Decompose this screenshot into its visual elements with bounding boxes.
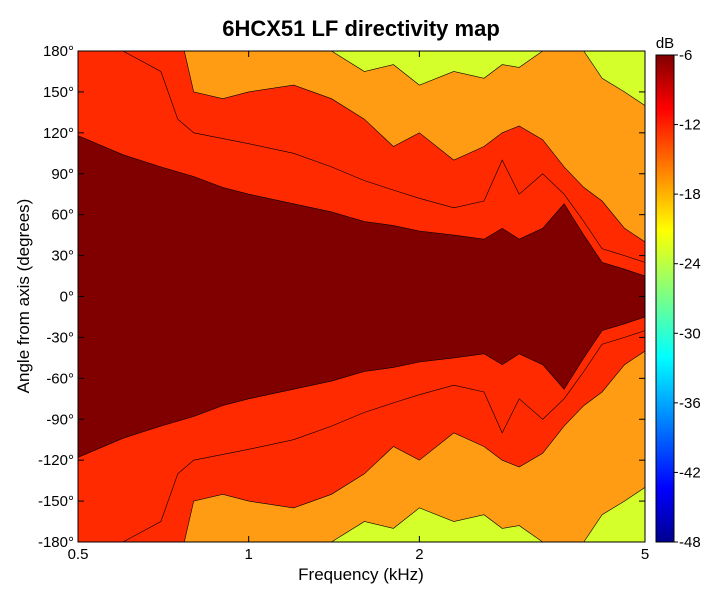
colorbar-tick-label: -18 — [679, 186, 701, 203]
y-tick-label: -90° — [46, 411, 74, 428]
chart-title: 6HCX51 LF directivity map — [222, 16, 500, 41]
y-tick-label: 150° — [43, 84, 74, 101]
region-minus18-to-minus12-upper — [183, 51, 645, 243]
x-tick-label: 2 — [415, 546, 423, 563]
region-minus18-to-minus12-lower — [183, 350, 645, 542]
plot-area — [78, 51, 645, 542]
y-tick-label: -120° — [38, 452, 74, 469]
colorbar-tick-label: -6 — [679, 47, 692, 64]
y-tick-label: -180° — [38, 534, 74, 551]
x-tick-label: 5 — [641, 546, 649, 563]
y-tick-label: 30° — [51, 248, 74, 265]
colorbar: dB -6 -12 -18 -24 -30 -36 -42 -48 — [655, 35, 701, 551]
colorbar-tick-label: -30 — [679, 325, 701, 342]
y-tick-label: -30° — [46, 329, 74, 346]
y-tick-label: 180° — [43, 43, 74, 60]
colorbar-label: dB — [656, 35, 674, 52]
y-axis-label: Angle from axis (degrees) — [14, 199, 33, 394]
colorbar-tick-label: -36 — [679, 395, 701, 412]
y-tick-label: 60° — [51, 207, 74, 224]
colorbar-tick-label: -24 — [679, 256, 701, 273]
y-tick-label: 0° — [60, 289, 74, 306]
region-minus24-to-minus18-upper — [330, 51, 645, 106]
x-tick-label: 1 — [245, 546, 253, 563]
colorbar-tick-label: -48 — [679, 534, 701, 551]
y-tick-label: 120° — [43, 125, 74, 142]
y-tick-label: -150° — [38, 493, 74, 510]
x-axis-ticks: 0.5 1 2 5 — [68, 51, 649, 563]
colorbar-tick-label: -12 — [679, 117, 701, 134]
y-axis-ticks: 180° 150° 120° 90° 60° 30° 0° -30° -60° -90° -120°… — [38, 43, 645, 551]
y-tick-label: 90° — [51, 166, 74, 183]
x-axis-label: Frequency (kHz) — [298, 565, 424, 584]
region-minus24-to-minus18-lower — [330, 487, 645, 542]
colorbar-ticks: -6 -12 -18 -24 -30 -36 -42 -48 — [674, 47, 701, 551]
colorbar-tick-label: -42 — [679, 464, 701, 481]
x-tick-label: 0.5 — [68, 546, 89, 563]
region-above-minus6 — [78, 135, 645, 458]
y-tick-label: -60° — [46, 370, 74, 387]
colorbar-gradient — [655, 54, 675, 543]
